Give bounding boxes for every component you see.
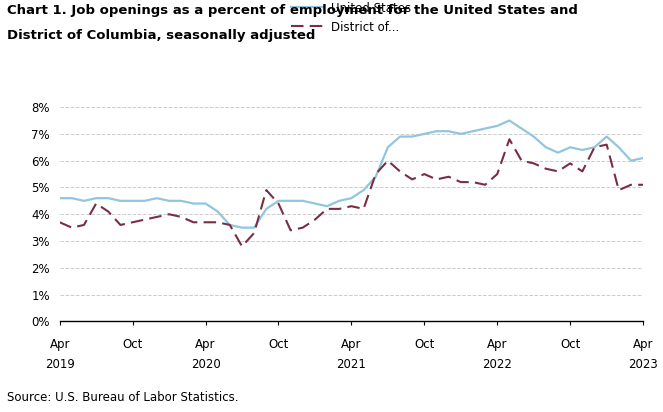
Text: Oct: Oct — [269, 338, 288, 351]
Text: Oct: Oct — [123, 338, 143, 351]
Text: Source: U.S. Bureau of Labor Statistics.: Source: U.S. Bureau of Labor Statistics. — [7, 391, 238, 404]
Text: Apr: Apr — [196, 338, 215, 351]
Text: Apr: Apr — [633, 338, 653, 351]
Text: 2022: 2022 — [482, 358, 512, 372]
Legend: United States, District of...: United States, District of... — [291, 2, 412, 33]
Text: District of Columbia, seasonally adjusted: District of Columbia, seasonally adjuste… — [7, 29, 315, 42]
Text: 2023: 2023 — [629, 358, 658, 372]
Text: Chart 1. Job openings as a percent of employment for the United States and: Chart 1. Job openings as a percent of em… — [7, 4, 577, 17]
Text: 2021: 2021 — [336, 358, 367, 372]
Text: Apr: Apr — [50, 338, 70, 351]
Text: 2020: 2020 — [191, 358, 220, 372]
Text: Apr: Apr — [341, 338, 361, 351]
Text: Apr: Apr — [487, 338, 507, 351]
Text: Oct: Oct — [560, 338, 580, 351]
Text: 2019: 2019 — [44, 358, 75, 372]
Text: Oct: Oct — [414, 338, 434, 351]
